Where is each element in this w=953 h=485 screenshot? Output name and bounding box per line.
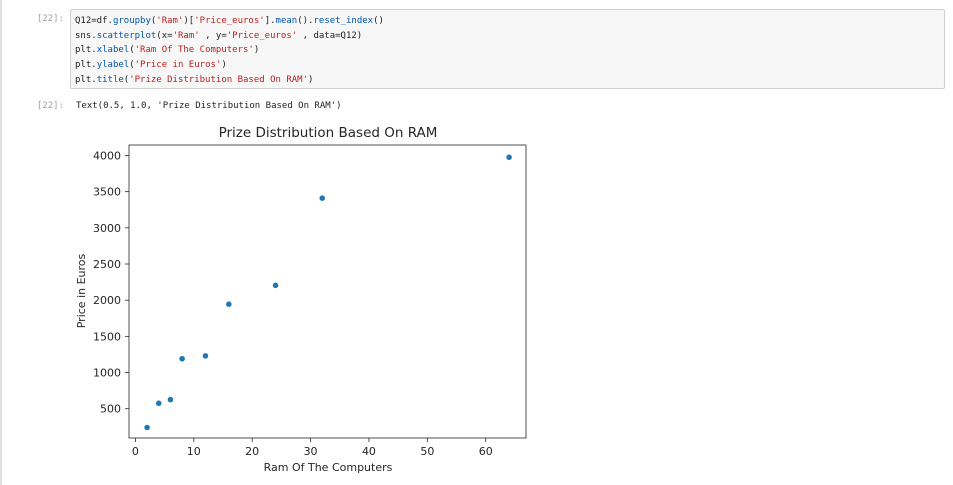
code-token: plt. [75,60,97,71]
code-token: )[ [183,16,195,26]
code-token: sns. [75,30,97,41]
x-tick-label: 10 [187,445,201,458]
code-token: plt. [75,74,97,85]
scatter-point [143,424,151,431]
code-line: Q12=df.groupby('Ram')['Price_euros'].mea… [75,14,384,29]
code-token: ) [221,60,227,71]
code-editor[interactable]: Q12=df.groupby('Ram')['Price_euros'].mea… [75,14,384,87]
x-tick-label: 60 [479,445,493,458]
y-tick-label: 4000 [93,149,121,162]
scatter-point [155,400,163,407]
y-tick-label: 1000 [93,367,121,380]
scatter-point [178,355,186,363]
scatter-point [272,282,279,289]
plot-frame [128,144,527,439]
code-token: title [96,74,124,85]
code-token: 'Price in Euros' [134,60,222,71]
code-token: () [373,16,384,26]
y-tick-label: 500 [100,403,121,416]
code-token: 'Ram' [172,30,200,41]
scatter-point [225,300,233,308]
code-token: ]. [264,16,276,26]
output-text: Text(0.5, 1.0, 'Prize Distribution Based… [76,101,342,111]
code-token: ( [129,60,135,71]
code-token: ylabel [96,60,130,71]
code-token: Q12=df. [75,16,113,26]
code-token: ( [123,74,130,85]
code-token: (). [297,16,314,26]
data-points [143,154,513,431]
x-tick-label: 30 [304,445,318,458]
code-token: scatterplot [96,30,157,41]
code-line: sns.scatterplot(x='Ram' , y='Price_euros… [75,29,384,44]
x-tick-label: 20 [245,445,259,458]
code-token: ) [253,45,260,56]
code-token: ( [129,45,135,56]
code-token: mean [275,16,298,26]
code-token: 'Prize Distribution Based On RAM' [129,74,309,85]
y-axis-ticks: 500 1000 1500 2000 2500 3000 3500 4000 [93,149,129,416]
code-token: reset_index [313,16,374,26]
code-token: groupby [112,16,151,26]
code-token: plt. [75,45,97,56]
code-token: ) [308,74,314,85]
code-token: 'Ram' [156,16,184,26]
scatter-point [167,396,174,403]
x-axis-ticks: 0 10 20 30 40 50 60 [132,438,493,458]
x-tick-label: 0 [132,445,139,458]
chart-title: Prize Distribution Based On RAM [219,125,438,141]
input-prompt: [22]: [36,14,64,24]
scatter-point [505,154,513,161]
code-line: plt.title('Prize Distribution Based On R… [75,73,384,88]
code-token: 'Ram Of The Computers' [134,45,254,56]
y-tick-label: 1500 [93,330,121,343]
y-axis-label: Price in Euros [75,253,88,328]
y-tick-label: 2500 [93,258,121,271]
scatter-point [202,352,209,360]
y-tick-label: 3000 [93,222,121,235]
code-token: (x= [156,30,173,41]
code-token: xlabel [96,45,130,56]
x-axis-label: Ram Of The Computers [264,461,393,474]
scatter-point [318,194,326,202]
x-tick-label: 40 [362,445,376,458]
y-tick-label: 3500 [93,186,121,199]
y-tick-label: 2000 [93,294,121,307]
code-token: 'Price_euros' [194,16,265,26]
code-token: , data=Q12) [297,30,363,41]
code-token: 'Price_euros' [226,30,298,41]
notebook-left-rule [0,0,2,485]
code-token: , y= [199,30,227,41]
code-token: ( [150,16,157,26]
output-prompt: [22]: [36,101,64,111]
code-line: plt.xlabel('Ram Of The Computers') [75,43,384,58]
code-cell-input[interactable]: Q12=df.groupby('Ram')['Price_euros'].mea… [70,9,945,89]
code-line: plt.ylabel('Price in Euros') [75,58,384,73]
x-tick-label: 50 [420,445,434,458]
